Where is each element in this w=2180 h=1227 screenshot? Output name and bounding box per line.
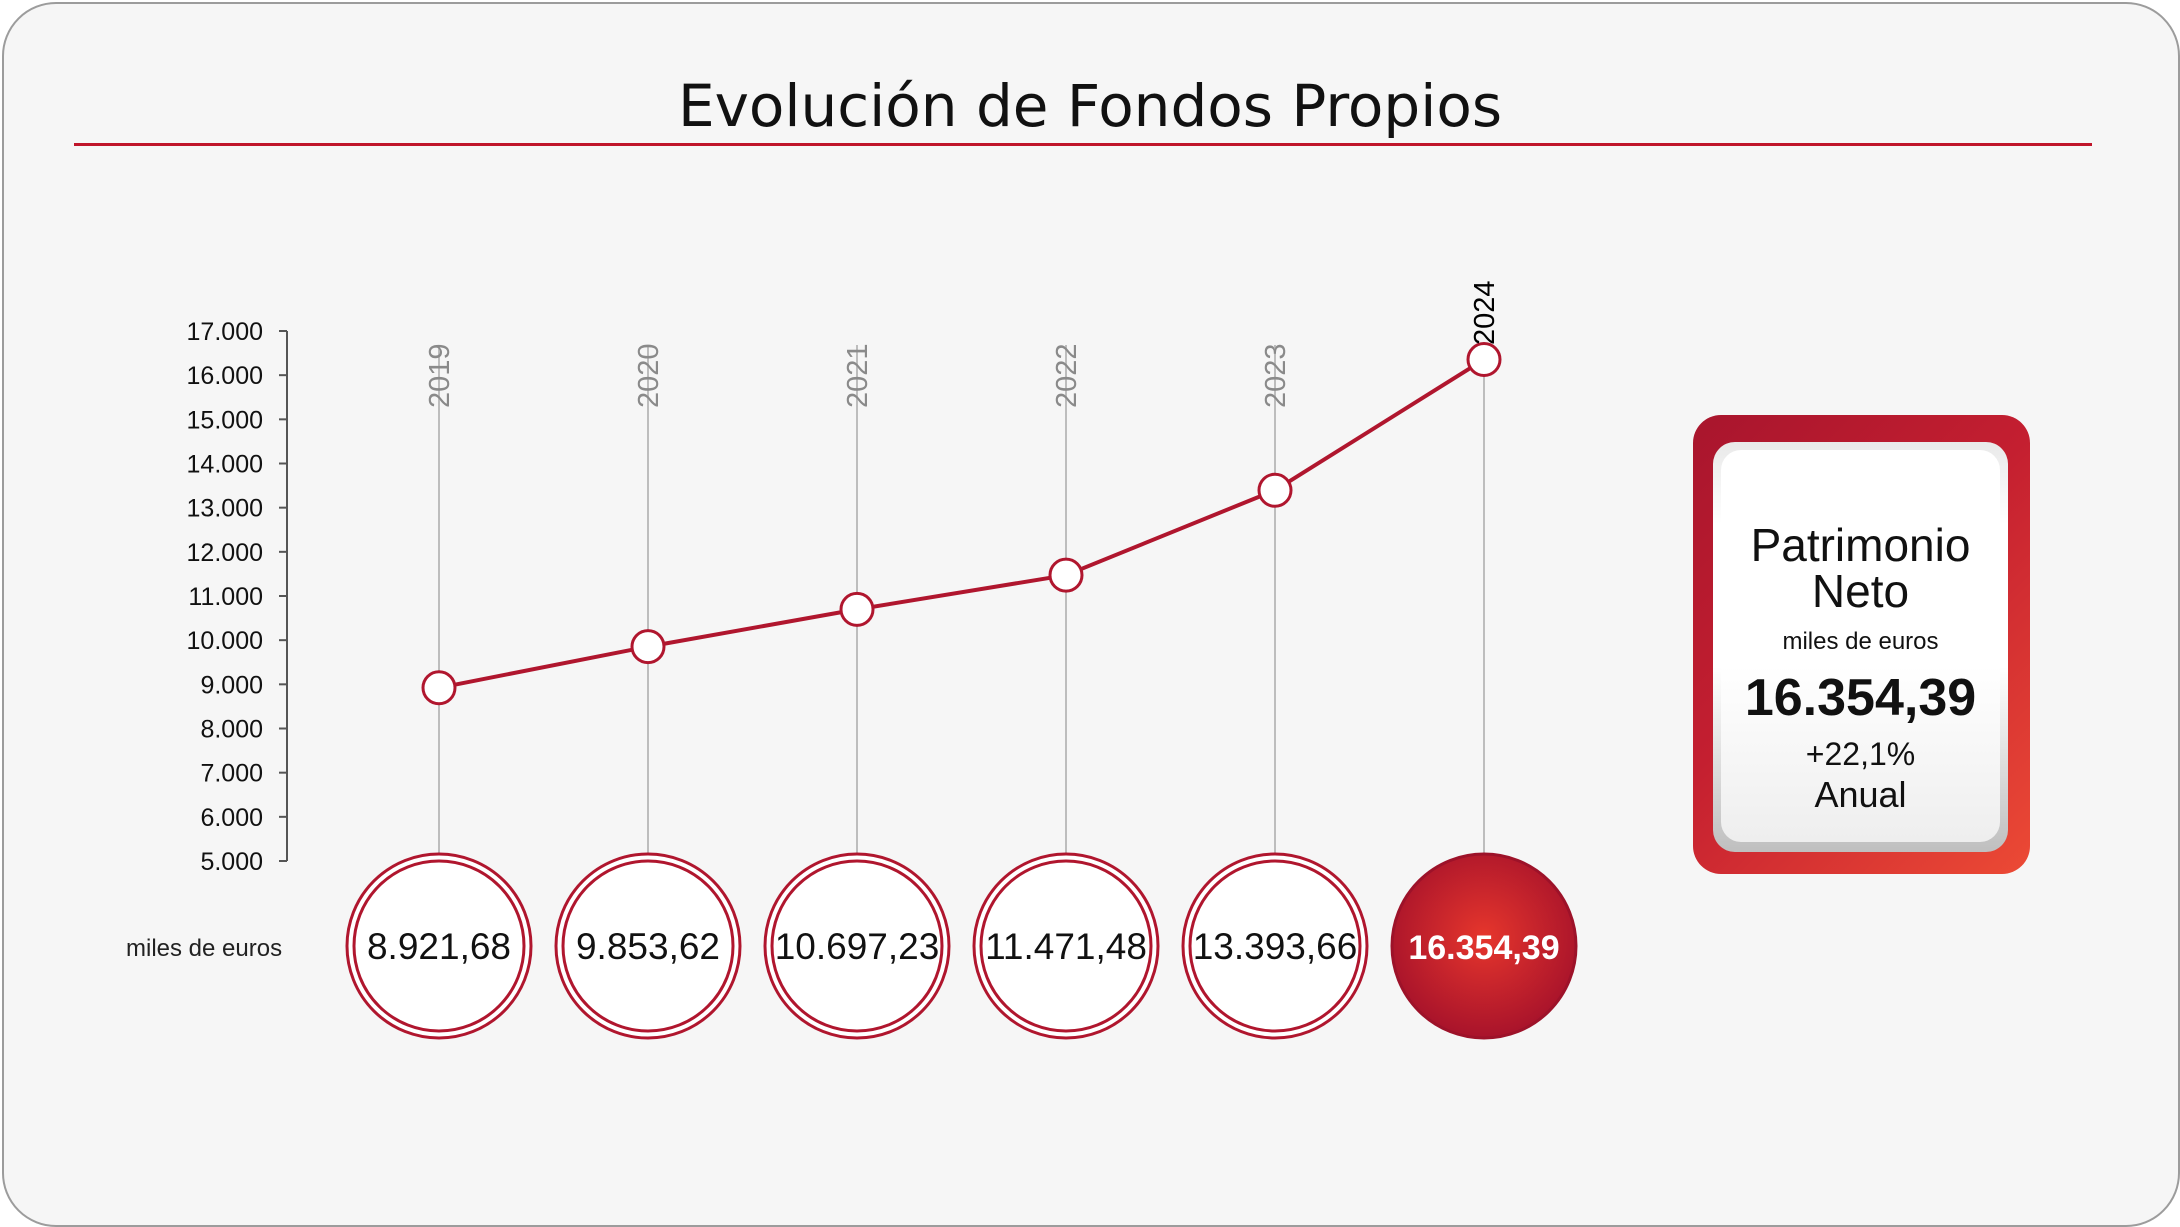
summary-unit: miles de euros <box>1782 628 1939 655</box>
year-label: 2021 <box>842 343 874 408</box>
unit-label: miles de euros <box>126 935 283 962</box>
value-bubble-ring <box>561 859 735 1033</box>
data-point-marker <box>839 591 875 627</box>
summary-title: Patrimonio Neto <box>1750 519 1971 617</box>
value-bubble <box>554 852 742 1040</box>
y-tick-label: 12.000 <box>187 539 263 567</box>
y-tick-label: 8.000 <box>200 716 263 744</box>
data-value-label: 16.354,39 <box>1408 929 1559 967</box>
summary-period: Anual <box>1814 774 1907 815</box>
data-value-label: 9.853,62 <box>576 926 720 967</box>
year-label: 2024 <box>1469 280 1501 345</box>
year-label: 2020 <box>633 343 665 408</box>
value-bubble <box>972 852 1160 1040</box>
value-bubble <box>345 852 533 1040</box>
year-label: 2019 <box>424 343 456 408</box>
data-point-marker <box>1048 557 1084 593</box>
data-point-marker <box>630 629 666 665</box>
data-point-marker <box>421 670 457 706</box>
y-tick-label: 10.000 <box>187 627 263 655</box>
title-underline <box>74 143 2092 146</box>
summary-change: +22,1% <box>1805 736 1916 772</box>
data-point-marker <box>1466 342 1502 378</box>
series-line <box>438 357 1486 690</box>
y-tick-label: 7.000 <box>200 760 263 788</box>
data-value-label: 10.697,23 <box>775 926 940 967</box>
page-title: Evolución de Fondos Propios <box>677 72 1503 140</box>
net-worth-summary-card: Patrimonio Neto miles de euros 16.354,39… <box>1693 415 2030 874</box>
y-tick-label: 6.000 <box>200 804 263 832</box>
data-value-label: 11.471,48 <box>985 926 1147 967</box>
summary-face: Patrimonio Neto miles de euros 16.354,39… <box>1721 450 2000 842</box>
value-bubble <box>763 852 951 1040</box>
value-bubble-ring <box>770 859 944 1033</box>
value-bubble-ring <box>352 859 526 1033</box>
y-tick-label: 9.000 <box>200 671 263 699</box>
y-tick-label: 16.000 <box>187 362 263 390</box>
summary-inner-frame: Patrimonio Neto miles de euros 16.354,39… <box>1713 442 2008 852</box>
data-value-label: 8.921,68 <box>367 926 511 967</box>
summary-value: 16.354,39 <box>1744 669 1977 727</box>
y-tick-label: 5.000 <box>200 848 263 876</box>
data-value-label: 13.393,66 <box>1193 926 1358 967</box>
y-tick-label: 11.000 <box>188 583 263 611</box>
year-label: 2022 <box>1051 343 1083 408</box>
data-point-marker <box>1257 472 1293 508</box>
value-bubble-ring <box>1188 859 1362 1033</box>
value-bubble-highlight <box>1390 852 1578 1040</box>
value-bubble-ring <box>979 859 1153 1033</box>
value-bubble <box>1181 852 1369 1040</box>
year-label: 2023 <box>1260 343 1292 408</box>
y-tick-label: 17.000 <box>187 318 263 346</box>
y-tick-label: 14.000 <box>187 451 263 479</box>
y-tick-label: 13.000 <box>187 495 263 523</box>
y-tick-label: 15.000 <box>187 406 263 434</box>
